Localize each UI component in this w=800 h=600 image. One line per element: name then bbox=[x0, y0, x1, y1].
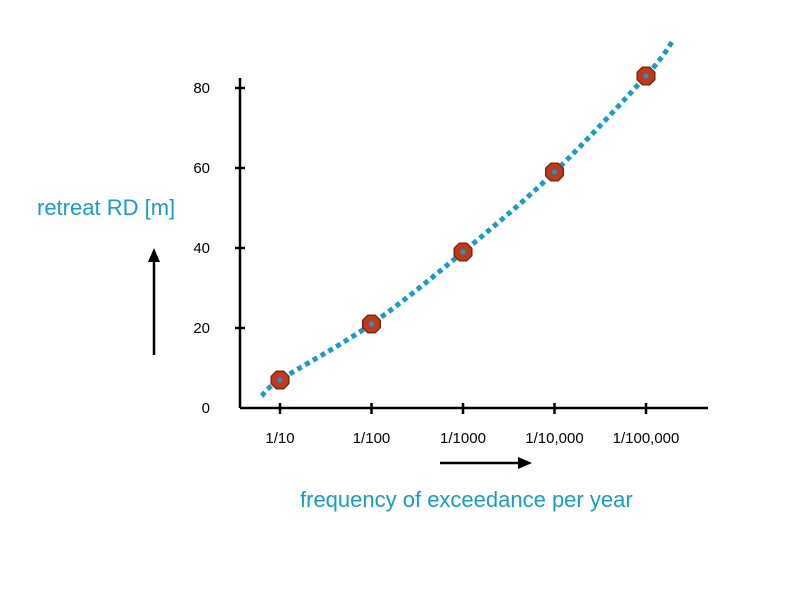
y-axis-ticks: 0 20 40 60 80 bbox=[193, 80, 245, 417]
x-tick-label: 1/10,000 bbox=[525, 430, 583, 447]
x-tick-label: 1/1000 bbox=[440, 430, 486, 447]
x-axis-ticks: 1/10 1/100 1/1000 1/10,000 1/100,000 bbox=[265, 403, 679, 447]
y-tick-label: 60 bbox=[193, 160, 210, 177]
x-tick-label: 1/10 bbox=[265, 430, 294, 447]
data-point-center bbox=[551, 169, 558, 175]
y-tick-label: 20 bbox=[193, 320, 210, 337]
y-axis-title: retreat RD [m] bbox=[37, 195, 175, 220]
data-points bbox=[270, 66, 656, 390]
data-point-center bbox=[277, 377, 283, 383]
trendline bbox=[259, 38, 676, 398]
y-tick-label: 40 bbox=[193, 240, 210, 257]
data-point-center bbox=[460, 249, 466, 255]
x-axis-arrow bbox=[440, 457, 532, 469]
y-tick-label: 0 bbox=[202, 400, 210, 417]
x-tick-label: 1/100,000 bbox=[613, 430, 680, 447]
x-tick-label: 1/100 bbox=[353, 430, 391, 447]
data-point-center bbox=[368, 321, 375, 327]
data-point-center bbox=[643, 73, 649, 79]
y-axis-arrow bbox=[148, 248, 160, 355]
x-axis-title: frequency of exceedance per year bbox=[300, 487, 633, 512]
y-tick-label: 80 bbox=[193, 80, 210, 97]
